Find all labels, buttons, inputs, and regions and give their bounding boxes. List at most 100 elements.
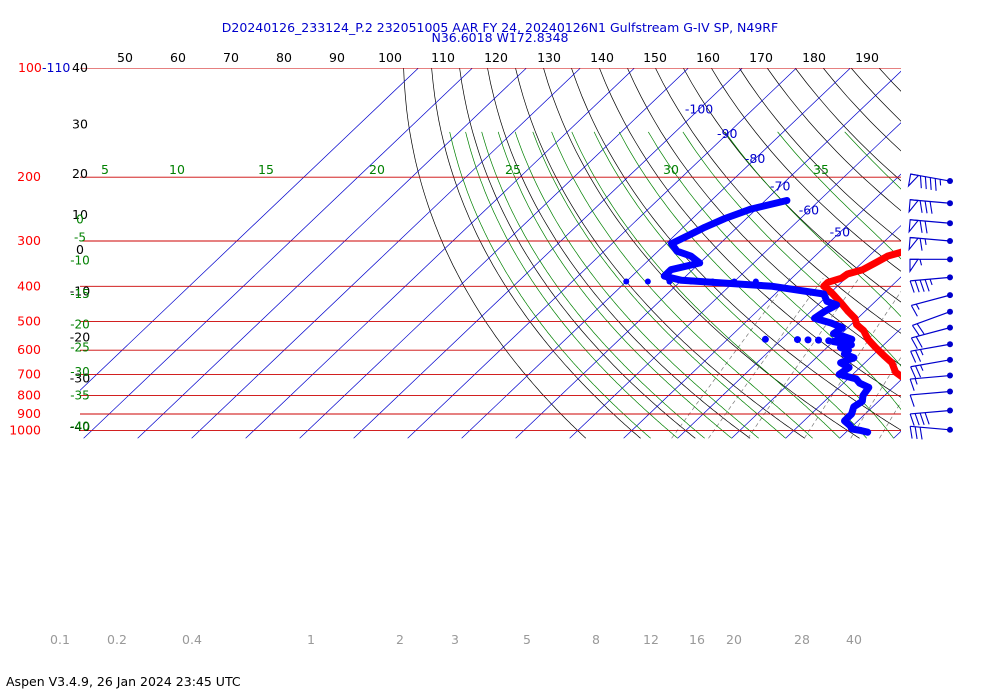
- wind-barb-flag: [914, 426, 918, 440]
- mixing-ratio-label: 20: [726, 632, 742, 647]
- wind-barb-flag: [915, 336, 923, 348]
- pressure-label: 700: [17, 366, 41, 381]
- dry-adiabat: [919, 51, 1000, 438]
- theta-tick-label: 60: [170, 50, 186, 65]
- wind-barb-flag: [934, 178, 937, 191]
- left-axis-label: 20: [72, 166, 88, 181]
- isotherm: [461, 68, 851, 439]
- dewpoint-point: [761, 335, 769, 343]
- mixing-ratio-label: 16: [689, 632, 705, 647]
- left-axis-label: -10: [70, 284, 90, 299]
- wind-barb: [911, 308, 953, 336]
- dry-adiabat: [878, 68, 901, 92]
- moist-adiabat-left-label: 0: [76, 213, 84, 227]
- wind-barb-shaft: [911, 327, 951, 339]
- wind-barb: [909, 425, 953, 440]
- wind-barb-station: [947, 256, 953, 263]
- mixing-ratio-label: 1: [307, 632, 315, 647]
- mixing-ratio-line: [918, 278, 1000, 438]
- wind-barb-shaft: [912, 311, 951, 326]
- dry-adiabat: [738, 68, 901, 242]
- wind-barb-shaft: [910, 425, 951, 431]
- moist-adiabat-left-label: -25: [70, 341, 90, 355]
- mixing-ratio-label: 12: [643, 632, 659, 647]
- left-axis-label: -30: [70, 371, 90, 386]
- theta-tick-label: 110: [431, 50, 455, 65]
- isotherm-label: -100: [685, 101, 713, 116]
- wind-barb-pennant: [908, 236, 920, 252]
- dry-adiabat: [682, 68, 901, 303]
- pressure-label-top: 100: [18, 60, 42, 75]
- wind-barb-flag: [909, 280, 915, 293]
- dry-adiabat: [822, 68, 901, 152]
- moist-adiabat-label: 5: [101, 162, 109, 177]
- mixing-ratio-label: 8: [592, 632, 600, 647]
- isotherm: [407, 68, 797, 439]
- left-axis-label: 10: [72, 207, 88, 222]
- theta-tick-label: 50: [117, 50, 133, 65]
- wind-barb-station: [947, 372, 953, 379]
- left-axis-label: -20: [70, 329, 90, 344]
- theta-tick-label: 130: [537, 50, 561, 65]
- dewpoint-profile: [660, 197, 873, 436]
- theta-tick-label: 150: [643, 50, 667, 65]
- dewpoint-point: [623, 278, 630, 285]
- wind-barb: [909, 372, 953, 391]
- wind-barb-flag: [914, 413, 920, 426]
- wind-barb-station: [947, 356, 953, 363]
- isotherm: [569, 122, 901, 439]
- wind-barb-flag: [910, 305, 918, 317]
- wind-barb-flag: [919, 175, 922, 189]
- sounding-profiles: [623, 197, 901, 436]
- moist-adiabat-label: 20: [369, 162, 385, 177]
- wind-barb-station: [947, 308, 953, 315]
- wind-barb-half-flag: [924, 238, 927, 246]
- isotherm: [191, 68, 581, 439]
- wind-barb: [909, 256, 953, 274]
- dry-adiabat: [655, 68, 901, 334]
- dewpoint-point: [815, 336, 823, 344]
- wind-barb-flag: [914, 280, 920, 293]
- isotherm: [299, 68, 689, 439]
- moist-adiabat-left-label: -35: [70, 388, 90, 402]
- wind-barb-flag: [910, 337, 918, 350]
- wind-barb-half-flag: [915, 303, 920, 310]
- mixing-ratio-line: [708, 277, 824, 439]
- wind-barb: [910, 292, 953, 317]
- left-axis-label: 30: [72, 116, 88, 131]
- theta-tick-label: 90: [329, 50, 345, 65]
- theta-tick-label: 170: [749, 50, 773, 65]
- dry-adiabat: [543, 68, 860, 439]
- wind-barb-flag: [910, 350, 917, 363]
- wind-barb-flag: [916, 323, 925, 335]
- wind-barb-half-flag: [919, 349, 924, 356]
- dry-adiabat: [850, 68, 901, 122]
- isotherm: [623, 173, 901, 439]
- moist-adiabat-left-label: -30: [70, 365, 90, 379]
- wind-barb-shaft: [910, 343, 951, 352]
- mixing-ratio-label: 40: [846, 632, 862, 647]
- wind-barb-flag: [919, 238, 923, 251]
- wind-barb-flag: [919, 220, 923, 233]
- dry-adiabat: [599, 68, 901, 398]
- theta-tick-label: 160: [696, 50, 720, 65]
- dewpoint-point: [731, 278, 738, 285]
- wind-barb: [908, 219, 953, 234]
- isotherm: [677, 225, 901, 439]
- sounding-title: D20240126_233124_P.2 232051005 AAR FY 24…: [221, 20, 779, 35]
- isotherm: [785, 327, 901, 439]
- moist-adiabat: [777, 131, 901, 260]
- mixing-ratio-label: 0.1: [50, 632, 70, 647]
- mixing-ratio-line: [988, 278, 1000, 438]
- moist-adiabat-left-label: -15: [70, 287, 90, 301]
- mixing-ratio-label: 0.4: [182, 632, 202, 647]
- pressure-label: 1000: [9, 423, 41, 438]
- moist-adiabat-label: 35: [813, 162, 829, 177]
- theta-tick-label: 80: [276, 50, 292, 65]
- wind-barb-station: [947, 388, 953, 395]
- wind-barb-shaft: [910, 409, 951, 415]
- wind-barb-flag: [909, 413, 915, 426]
- moist-adiabat-left-label: -20: [70, 318, 90, 332]
- wind-barb-flag: [919, 412, 925, 425]
